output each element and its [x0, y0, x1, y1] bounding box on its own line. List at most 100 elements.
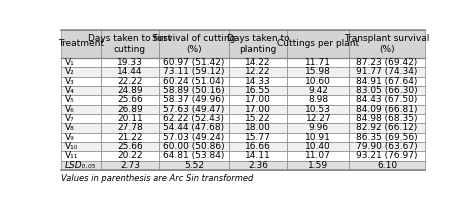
Bar [349, 95, 425, 104]
Text: 91.77 (74.34): 91.77 (74.34) [356, 68, 418, 76]
Text: 24.89: 24.89 [117, 86, 143, 95]
Bar [287, 58, 349, 67]
Text: V₃: V₃ [65, 77, 74, 86]
Bar [100, 151, 159, 161]
Bar [287, 133, 349, 142]
Bar [159, 58, 229, 67]
Text: Survival of cutting
(%): Survival of cutting (%) [152, 34, 236, 54]
Text: 6.10: 6.10 [377, 161, 397, 170]
Text: 21.22: 21.22 [117, 133, 143, 142]
Bar [287, 95, 349, 104]
Text: 25.66: 25.66 [117, 96, 143, 104]
Bar [61, 133, 100, 142]
Text: 14.22: 14.22 [245, 58, 271, 67]
Bar [100, 133, 159, 142]
Bar [61, 151, 100, 161]
Bar [159, 67, 229, 76]
Bar [349, 161, 425, 170]
Bar [61, 76, 100, 86]
Text: 10.40: 10.40 [305, 142, 331, 151]
Bar [100, 161, 159, 170]
Bar [61, 86, 100, 95]
Text: 15.98: 15.98 [305, 68, 331, 76]
Bar [159, 151, 229, 161]
Bar [100, 114, 159, 123]
Text: 84.09 (66.81): 84.09 (66.81) [356, 105, 418, 114]
Bar [349, 67, 425, 76]
Text: 57.03 (49.24): 57.03 (49.24) [164, 133, 225, 142]
Bar [229, 161, 287, 170]
Text: V₁₁: V₁₁ [65, 151, 78, 161]
Bar [287, 114, 349, 123]
Text: 79.90 (63.67): 79.90 (63.67) [356, 142, 418, 151]
Bar [287, 67, 349, 76]
Text: 14.33: 14.33 [245, 77, 271, 86]
Bar [61, 114, 100, 123]
Text: 9.96: 9.96 [308, 123, 328, 133]
Text: V₁₀: V₁₀ [65, 142, 78, 151]
Text: 18.00: 18.00 [245, 123, 271, 133]
Bar [229, 142, 287, 151]
Text: LSD₀.₀₅: LSD₀.₀₅ [65, 161, 96, 170]
Text: Treatment: Treatment [58, 40, 104, 48]
Text: 12.27: 12.27 [305, 114, 331, 123]
Bar [287, 76, 349, 86]
Text: 14.11: 14.11 [245, 151, 271, 161]
Text: 10.53: 10.53 [305, 105, 331, 114]
Bar [159, 76, 229, 86]
Text: 10.91: 10.91 [305, 133, 331, 142]
Bar [349, 151, 425, 161]
Bar [159, 123, 229, 133]
Text: 84.98 (68.35): 84.98 (68.35) [356, 114, 418, 123]
Bar [229, 133, 287, 142]
Text: V₂: V₂ [65, 68, 74, 76]
Bar [229, 86, 287, 95]
Text: 9.42: 9.42 [309, 86, 328, 95]
Bar [349, 123, 425, 133]
Text: 60.24 (51.04): 60.24 (51.04) [164, 77, 225, 86]
Bar [229, 76, 287, 86]
Text: V₇: V₇ [65, 114, 74, 123]
Text: V₆: V₆ [65, 105, 74, 114]
Bar [100, 86, 159, 95]
Text: 17.00: 17.00 [245, 96, 271, 104]
Text: 10.60: 10.60 [305, 77, 331, 86]
Text: 19.33: 19.33 [117, 58, 143, 67]
Text: 54.44 (47.68): 54.44 (47.68) [164, 123, 225, 133]
Text: 58.89 (50.16): 58.89 (50.16) [163, 86, 225, 95]
Bar [349, 58, 425, 67]
Bar [349, 142, 425, 151]
Bar [349, 104, 425, 114]
Bar [287, 86, 349, 95]
Text: 60.00 (50.86): 60.00 (50.86) [163, 142, 225, 151]
Bar [287, 30, 349, 58]
Text: 12.22: 12.22 [245, 68, 271, 76]
Text: 58.37 (49.96): 58.37 (49.96) [163, 96, 225, 104]
Text: 93.21 (76.97): 93.21 (76.97) [356, 151, 418, 161]
Bar [100, 58, 159, 67]
Bar [287, 104, 349, 114]
Bar [287, 151, 349, 161]
Text: 84.43 (67.50): 84.43 (67.50) [356, 96, 418, 104]
Bar [100, 104, 159, 114]
Bar [349, 86, 425, 95]
Bar [349, 30, 425, 58]
Text: 11.07: 11.07 [305, 151, 331, 161]
Text: 73.11 (59.12): 73.11 (59.12) [163, 68, 225, 76]
Bar [229, 123, 287, 133]
Bar [287, 161, 349, 170]
Bar [61, 104, 100, 114]
Text: Days taken to first
cutting: Days taken to first cutting [88, 34, 172, 54]
Text: Cuttings per plant: Cuttings per plant [277, 40, 359, 48]
Text: 25.66: 25.66 [117, 142, 143, 151]
Text: 1.59: 1.59 [308, 161, 328, 170]
Bar [229, 104, 287, 114]
Bar [349, 133, 425, 142]
Text: V₄: V₄ [65, 86, 74, 95]
Text: 15.22: 15.22 [245, 114, 271, 123]
Bar [61, 161, 100, 170]
Text: V₁: V₁ [65, 58, 74, 67]
Bar [229, 58, 287, 67]
Text: 87.23 (69.42): 87.23 (69.42) [356, 58, 418, 67]
Bar [61, 30, 100, 58]
